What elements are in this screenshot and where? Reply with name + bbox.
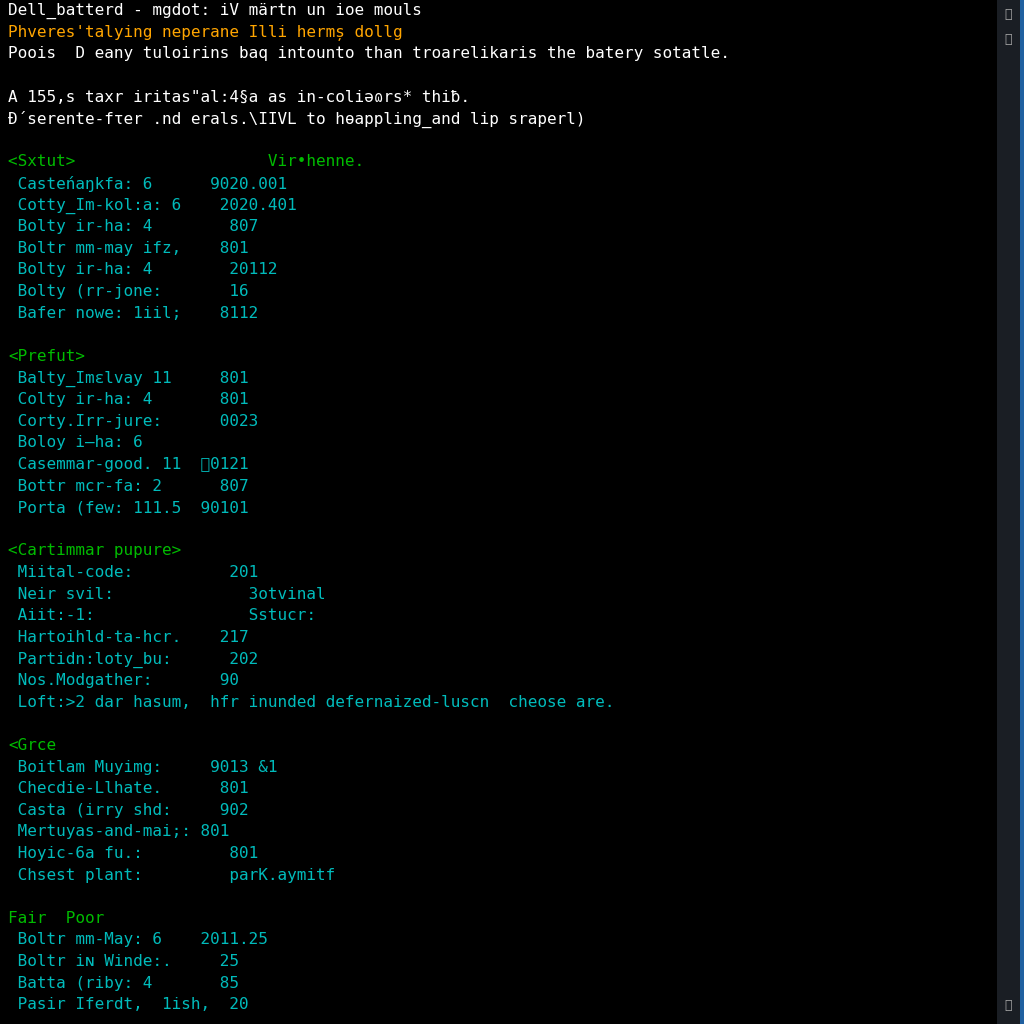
Text: A 155,s taxr iritas"al:4§a as in-coliəɷrs* thiƀ.: A 155,s taxr iritas"al:4§a as in-coliəɷr… bbox=[8, 89, 470, 104]
Text: Neir svil:              3otvinal: Neir svil: 3otvinal bbox=[8, 587, 326, 602]
Text: Phveres'talying neperane Illi hermș dollg: Phveres'talying neperane Illi hermș doll… bbox=[8, 25, 402, 41]
Text: Batta (riby: 4       85: Batta (riby: 4 85 bbox=[8, 976, 240, 990]
Text: Aiit:-1:                Sstucr:: Aiit:-1: Sstucr: bbox=[8, 608, 316, 624]
Text: Nos.Modgather:       90: Nos.Modgather: 90 bbox=[8, 673, 240, 688]
Text: Casta (irry shd:     902: Casta (irry shd: 902 bbox=[8, 803, 249, 818]
Text: Chsest plant:         parK.aymitf: Chsest plant: parK.aymitf bbox=[8, 867, 336, 883]
Text: <Prefut>: <Prefut> bbox=[8, 349, 85, 364]
Text: Checdie-Llhate.      801: Checdie-Llhate. 801 bbox=[8, 781, 249, 796]
Text: <Sxtut>                    Vir•henne.: <Sxtut> Vir•henne. bbox=[8, 155, 365, 169]
Text: Casteńaŋkfa: 6      9020.001: Casteńaŋkfa: 6 9020.001 bbox=[8, 176, 288, 191]
Text: Hartoihld-ta-hcr.    217: Hartoihld-ta-hcr. 217 bbox=[8, 630, 249, 645]
Bar bbox=[1020, 0, 1024, 1024]
Text: Bolty ir-ha: 4        20112: Bolty ir-ha: 4 20112 bbox=[8, 262, 278, 278]
Text: <Cartimmar pupure>: <Cartimmar pupure> bbox=[8, 544, 181, 558]
Text: ˄: ˄ bbox=[1005, 33, 1012, 46]
Text: <Grce: <Grce bbox=[8, 738, 56, 753]
Text: Partidn:loty_bu:      202: Partidn:loty_bu: 202 bbox=[8, 651, 258, 668]
Text: Casemmar-good. 11  0121: Casemmar-good. 11 0121 bbox=[8, 457, 249, 472]
Text: Đ́serente-fτer .nd erals.\IIVL to hɵappling_and lip sraperl): Đ́serente-fτer .nd erals.\IIVL to hɵappl… bbox=[8, 112, 586, 128]
Text: Fair  Poor: Fair Poor bbox=[8, 910, 104, 926]
Text: Boloy i–ha: 6: Boloy i–ha: 6 bbox=[8, 435, 143, 451]
Text: Bottr mcr-fa: 2      807: Bottr mcr-fa: 2 807 bbox=[8, 478, 249, 494]
Text: Balty_Imεlvay 11     801: Balty_Imεlvay 11 801 bbox=[8, 371, 249, 387]
Bar bbox=[997, 0, 1024, 1024]
Text: Bafer nowe: 1iil;    8112: Bafer nowe: 1iil; 8112 bbox=[8, 305, 258, 321]
Text: Boltr mm-may ifz,    801: Boltr mm-may ifz, 801 bbox=[8, 241, 249, 256]
Text: Boltr iɴ Winde:.     25: Boltr iɴ Winde:. 25 bbox=[8, 954, 240, 969]
Text: Bolty ir-ha: 4        807: Bolty ir-ha: 4 807 bbox=[8, 219, 258, 234]
Text: Poois  D eany tuloirins baq intounto than troarelikaris the batery sotatle.: Poois D eany tuloirins baq intounto than… bbox=[8, 46, 730, 61]
Text: Cotty_Im-kol:a: 6    2020.401: Cotty_Im-kol:a: 6 2020.401 bbox=[8, 198, 297, 214]
Text: Loft:>2 dar hasum,  hfr inunded defernaized-luscn  cheose are.: Loft:>2 dar hasum, hfr inunded defernaiz… bbox=[8, 694, 614, 710]
Text: Bolty (rr-jone:       16: Bolty (rr-jone: 16 bbox=[8, 284, 249, 299]
Text: Pasir Iferdt,  1ish,  20: Pasir Iferdt, 1ish, 20 bbox=[8, 997, 249, 1013]
Text: Mertuyas-and-mai;: 801: Mertuyas-and-mai;: 801 bbox=[8, 824, 229, 840]
Text: Colty ir-ha: 4       801: Colty ir-ha: 4 801 bbox=[8, 392, 249, 408]
Text: Corty.Irr-jure:      0023: Corty.Irr-jure: 0023 bbox=[8, 414, 258, 429]
Text: Dell_batterd - mgdot: iV märtn un ioe mouls: Dell_batterd - mgdot: iV märtn un ioe mo… bbox=[8, 3, 422, 19]
Text: Porta (few: 111.5  90101: Porta (few: 111.5 90101 bbox=[8, 500, 249, 515]
Text: Boltr mm-May: 6    2011.25: Boltr mm-May: 6 2011.25 bbox=[8, 933, 268, 947]
Text: Boitlam Muyimg:     9013 &1: Boitlam Muyimg: 9013 &1 bbox=[8, 760, 278, 774]
Text: ˅: ˅ bbox=[1005, 998, 1012, 1012]
Text: Miital-code:          201: Miital-code: 201 bbox=[8, 565, 258, 580]
Text: Hoyic-6a fu.:         801: Hoyic-6a fu.: 801 bbox=[8, 846, 258, 861]
Text: ˄: ˄ bbox=[1005, 8, 1012, 22]
